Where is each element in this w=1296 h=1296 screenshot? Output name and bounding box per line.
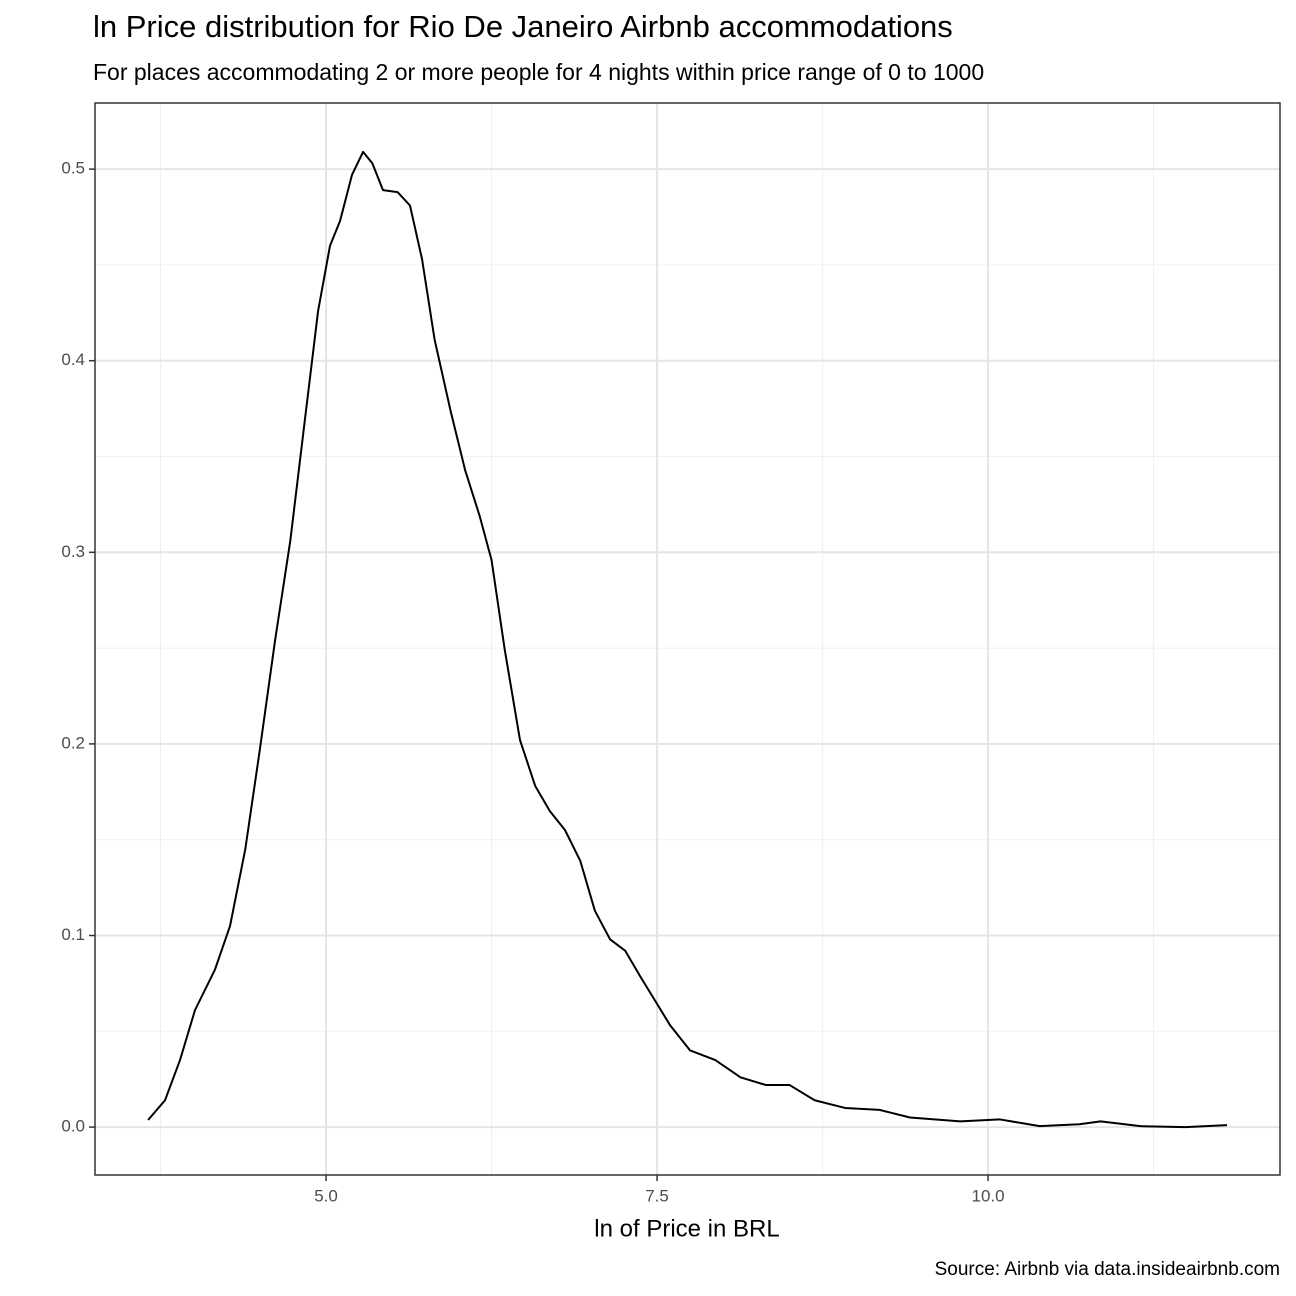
x-tick-label: 5.0 xyxy=(314,1186,338,1205)
panel-border xyxy=(94,102,1281,1176)
chart-subtitle: For places accommodating 2 or more peopl… xyxy=(93,59,984,85)
x-tick-label: 7.5 xyxy=(645,1186,669,1205)
y-tick-label: 0.0 xyxy=(61,1117,85,1136)
y-tick-label: 0.2 xyxy=(61,733,85,752)
y-tick-label: 0.1 xyxy=(61,925,85,944)
caption: Source: Airbnb via data.insideairbnb.com xyxy=(935,1259,1280,1280)
y-tick-label: 0.5 xyxy=(61,159,85,178)
y-tick-label: 0.4 xyxy=(61,350,85,369)
x-axis-label: ln of Price in BRL xyxy=(594,1215,779,1242)
chart-title: ln Price distribution for Rio De Janeiro… xyxy=(93,9,953,44)
x-tick-label: 10.0 xyxy=(972,1186,1005,1205)
density-line xyxy=(147,150,1228,1129)
y-tick-label: 0.3 xyxy=(61,542,85,561)
